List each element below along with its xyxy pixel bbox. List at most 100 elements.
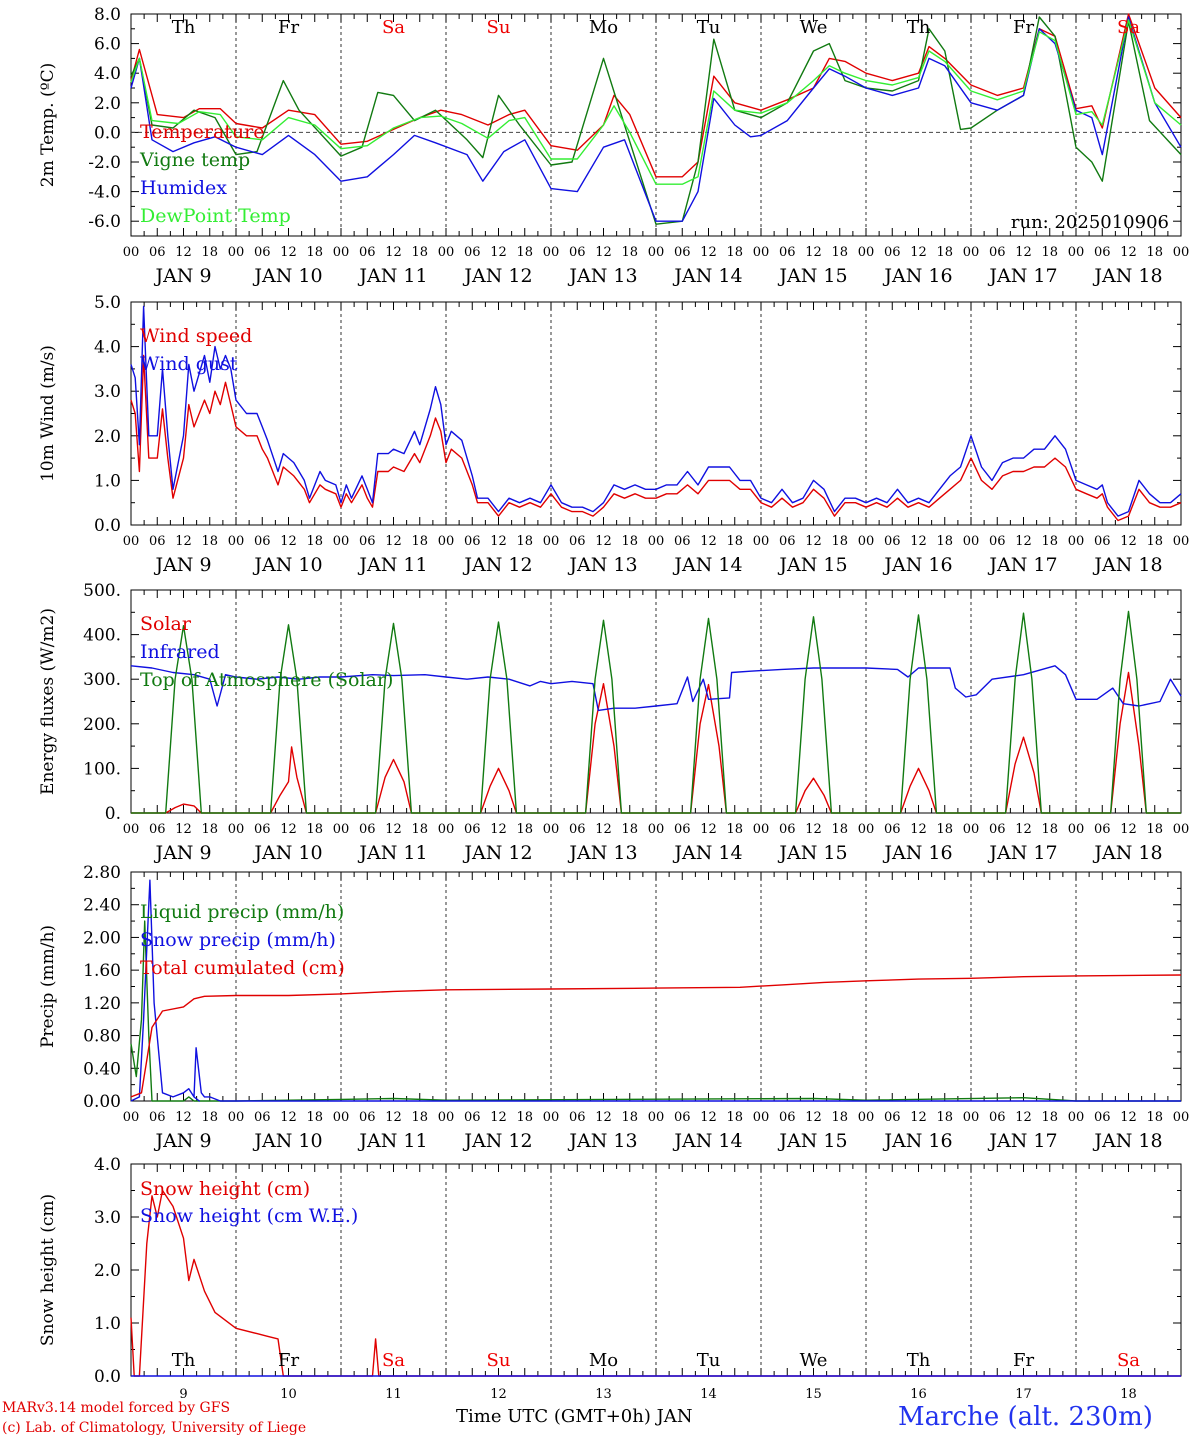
hour-tick-label: 00 — [1068, 1110, 1085, 1125]
hour-tick-label: 12 — [595, 1110, 612, 1125]
hour-tick-label: 12 — [280, 822, 297, 837]
hour-tick-label: 00 — [858, 245, 875, 260]
hour-tick-label: 06 — [149, 1110, 166, 1125]
hour-tick-label: 12 — [1015, 245, 1032, 260]
hour-tick-label: 18 — [1146, 534, 1163, 549]
hour-tick-label: 12 — [1015, 1110, 1032, 1125]
hour-tick-label: 12 — [910, 534, 927, 549]
series-temperature — [130, 13, 1182, 178]
date-label: JAN 17 — [987, 265, 1057, 287]
date-label: JAN 12 — [462, 554, 532, 576]
hour-tick-label: 12 — [700, 245, 717, 260]
hour-tick-label: 18 — [201, 1110, 218, 1125]
y-tick-label: 4.0 — [94, 64, 121, 84]
hour-tick-label: 00 — [963, 534, 980, 549]
series-wind-speed — [130, 354, 1182, 522]
hour-tick-label: 18 — [411, 1110, 428, 1125]
y-tick-label: -6.0 — [88, 212, 121, 232]
date-label: JAN 15 — [777, 554, 847, 576]
hour-tick-label: 00 — [543, 245, 560, 260]
panel-1: 8.0 6.0 4.0 2.0 0.0 -2.0 -4.0 -6.0 2m Temp. (ºC)… — [38, 5, 1189, 287]
series-dewpoint-temp — [130, 19, 1182, 185]
legend-entry: Snow height (cm W.E.) — [140, 1205, 358, 1227]
hour-tick-label: 12 — [910, 822, 927, 837]
date-label: JAN 16 — [882, 842, 952, 864]
hour-tick-label: 00 — [963, 245, 980, 260]
date-label: JAN 18 — [1092, 265, 1162, 287]
legend-entry: Snow height (cm) — [140, 1178, 310, 1200]
hour-tick-label: 06 — [569, 822, 586, 837]
y-tick-label: 100. — [83, 759, 121, 779]
y-tick-label: 2.0 — [94, 94, 121, 114]
hour-tick-label: 00 — [333, 534, 350, 549]
hour-tick-label: 18 — [621, 245, 638, 260]
hour-tick-label: 18 — [621, 534, 638, 549]
y-tick-label: 0.40 — [83, 1059, 121, 1079]
y-axis-label: 10m Wind (m/s) — [38, 345, 58, 482]
legend-entry: Humidex — [140, 177, 227, 199]
date-label: JAN 14 — [672, 1130, 742, 1152]
date-label: JAN 16 — [882, 265, 952, 287]
hour-tick-label: 00 — [753, 822, 770, 837]
weekday-label: Tu — [697, 1350, 721, 1371]
hour-tick-label: 00 — [858, 1110, 875, 1125]
y-tick-label: 5.0 — [94, 293, 121, 313]
hour-tick-label: 00 — [438, 534, 455, 549]
hour-tick-label: 00 — [648, 1110, 665, 1125]
hour-tick-label: 18 — [1041, 245, 1058, 260]
hour-tick-label: 12 — [280, 534, 297, 549]
hour-tick-label: 06 — [254, 245, 271, 260]
hour-tick-label: 06 — [884, 534, 901, 549]
hour-tick-label: 00 — [963, 1110, 980, 1125]
hour-tick-label: 12 — [280, 1110, 297, 1125]
date-label: JAN 14 — [672, 265, 742, 287]
hour-tick-label: 06 — [1094, 822, 1111, 837]
day-number-label: 17 — [1015, 1387, 1032, 1402]
series-infrared — [130, 665, 1182, 712]
y-tick-label: -4.0 — [88, 183, 121, 203]
hour-tick-label: 00 — [123, 1110, 140, 1125]
hour-tick-label: 12 — [490, 534, 507, 549]
hour-tick-label: 06 — [989, 534, 1006, 549]
station-name: Marche (alt. 230m) — [898, 1402, 1153, 1432]
hour-tick-label: 18 — [621, 1110, 638, 1125]
weekday-label: Su — [487, 1350, 511, 1371]
date-label: JAN 10 — [252, 1130, 322, 1152]
y-tick-label: 0.0 — [94, 123, 121, 143]
hour-tick-label: 00 — [1173, 245, 1190, 260]
date-label: JAN 11 — [357, 554, 427, 576]
y-tick-label: 0.80 — [83, 1027, 121, 1047]
panel-2: 5.0 4.0 3.0 2.0 1.0 0.0 10m Wind (m/s) Wind spe… — [38, 293, 1189, 576]
weekday-label: Tu — [697, 17, 721, 38]
hour-tick-label: 18 — [516, 822, 533, 837]
y-tick-label: 1.0 — [94, 471, 121, 491]
hour-tick-label: 12 — [910, 1110, 927, 1125]
hour-tick-label: 18 — [306, 534, 323, 549]
date-label: JAN 16 — [882, 1130, 952, 1152]
hour-tick-label: 18 — [201, 245, 218, 260]
day-number-label: 15 — [805, 1387, 822, 1402]
hour-tick-label: 12 — [1120, 1110, 1137, 1125]
hour-tick-label: 12 — [700, 534, 717, 549]
hour-tick-label: 00 — [858, 534, 875, 549]
date-label: JAN 11 — [357, 265, 427, 287]
hour-tick-label: 18 — [306, 1110, 323, 1125]
date-label: JAN 18 — [1092, 1130, 1162, 1152]
hour-tick-label: 06 — [359, 1110, 376, 1125]
series-liquid-precip-mm-h — [130, 920, 1181, 1102]
hour-tick-label: 18 — [1041, 822, 1058, 837]
y-tick-label: 2.0 — [94, 427, 121, 447]
hour-tick-label: 18 — [936, 534, 953, 549]
hour-tick-label: 12 — [595, 245, 612, 260]
hour-tick-label: 18 — [411, 245, 428, 260]
hour-tick-label: 12 — [1015, 534, 1032, 549]
hour-tick-label: 00 — [438, 822, 455, 837]
hour-tick-label: 06 — [359, 534, 376, 549]
y-axis-label: 2m Temp. (ºC) — [38, 63, 58, 188]
hour-tick-label: 18 — [936, 1110, 953, 1125]
date-label: JAN 18 — [1092, 842, 1162, 864]
hour-tick-label: 06 — [674, 534, 691, 549]
hour-tick-label: 18 — [306, 245, 323, 260]
hour-tick-label: 00 — [1173, 822, 1190, 837]
hour-tick-label: 00 — [753, 534, 770, 549]
